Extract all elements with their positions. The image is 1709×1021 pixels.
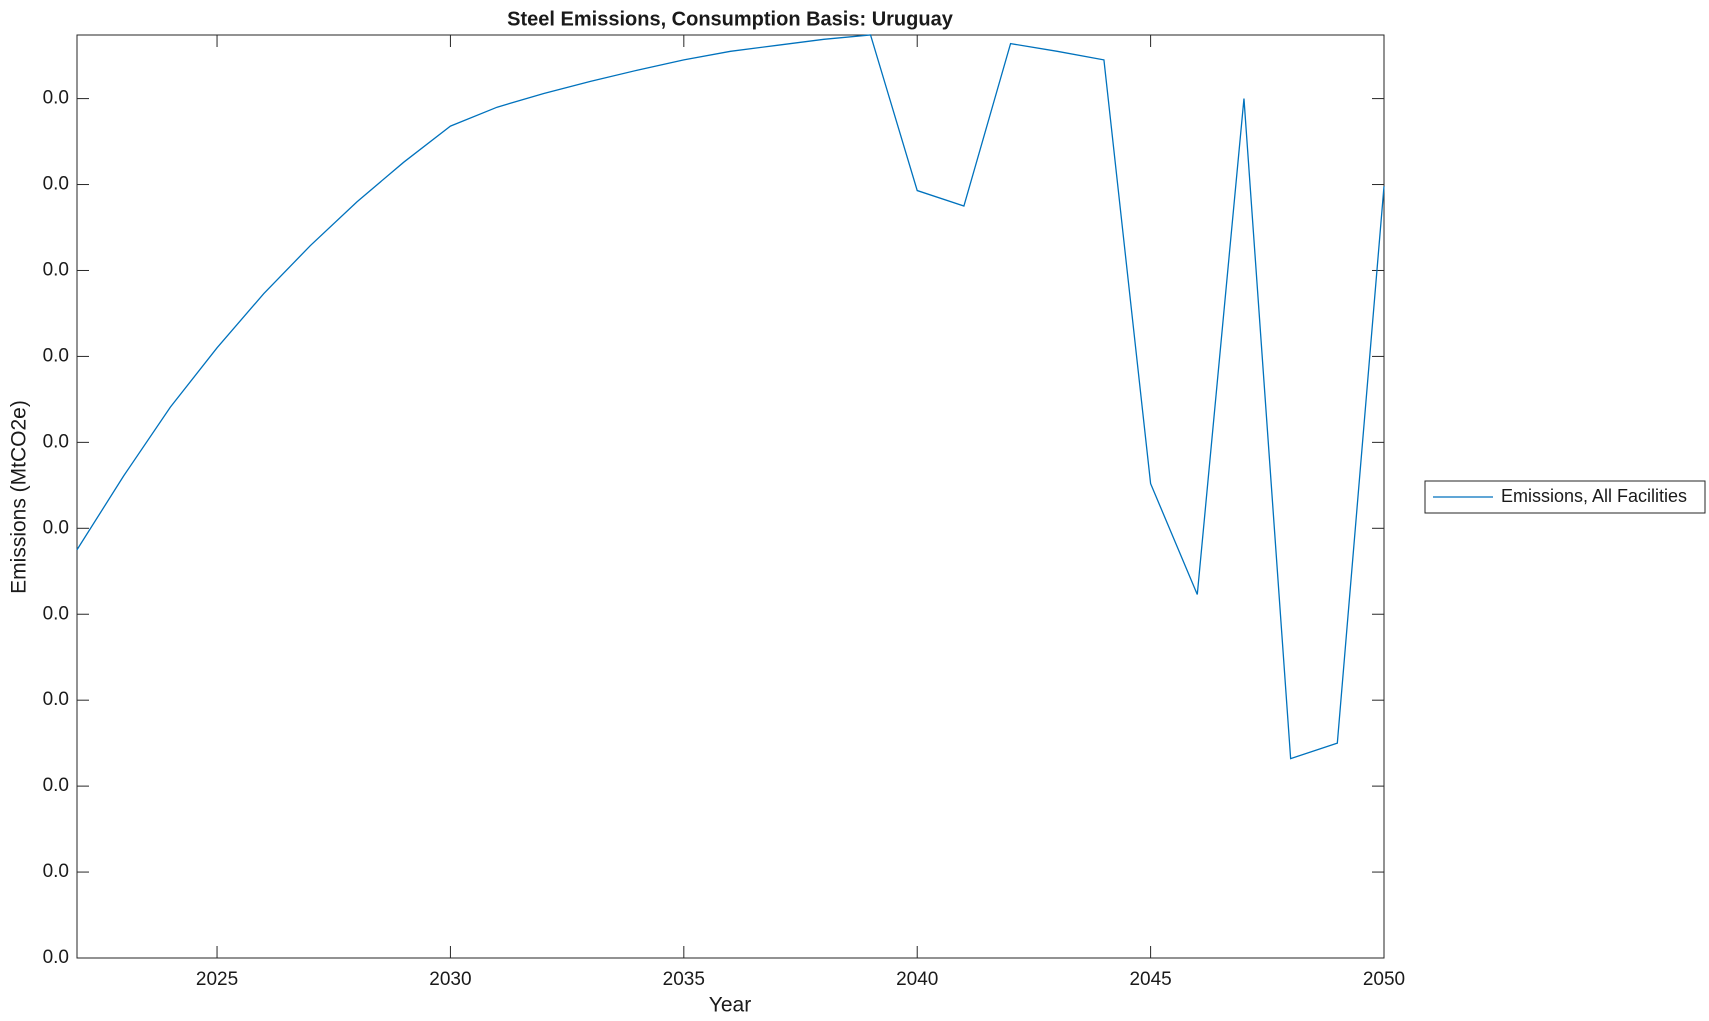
y-tick-label: 0.0: [43, 88, 69, 109]
x-tick-label: 2050: [1363, 969, 1405, 990]
y-tick-label: 0.0: [43, 517, 69, 538]
y-tick-label: 0.0: [43, 345, 69, 366]
y-axis-label: Emissions (MtCO2e): [8, 400, 31, 594]
y-tick-label: 0.0: [43, 603, 69, 624]
x-tick-label: 2030: [429, 969, 471, 990]
plot-frame: [76, 34, 1385, 959]
y-tick-label: 0.0: [43, 947, 69, 968]
y-tick-label: 0.0: [43, 431, 69, 452]
y-tick-label: 0.0: [43, 775, 69, 796]
chart-title: Steel Emissions, Consumption Basis: Urug…: [507, 8, 954, 30]
legend-label: Emissions, All Facilities: [1501, 486, 1687, 506]
x-tick-label: 2025: [196, 969, 238, 990]
x-tick-label: 2040: [896, 969, 938, 990]
x-tick-label: 2035: [663, 969, 705, 990]
data-line: [76, 34, 1385, 760]
y-tick-label: 0.0: [43, 861, 69, 882]
y-tick-label: 0.0: [43, 689, 69, 710]
y-tick-label: 0.0: [43, 174, 69, 195]
x-axis-label: Year: [709, 994, 751, 1017]
x-tick-label: 2045: [1129, 969, 1171, 990]
y-tick-label: 0.0: [43, 259, 69, 280]
